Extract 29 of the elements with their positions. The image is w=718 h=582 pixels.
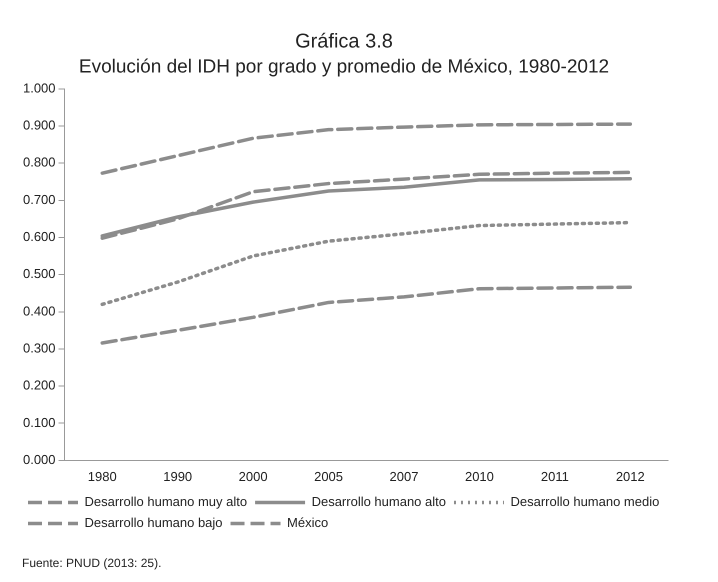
y-tick-label: 0.000 [22,452,56,467]
x-tick-label: 2007 [390,468,418,484]
y-tick-label: 0.200 [22,378,56,393]
y-tick-label: 0.800 [22,154,56,170]
y-tick-label: 0.100 [22,414,56,430]
y-tick-label: 0.700 [22,192,56,207]
chart-subtitle: Evolución del IDH por grado y promedio de México, 1980-2012 [78,56,610,78]
x-tick-label: 2005 [314,468,344,484]
line-series [100,122,632,175]
y-tick-label: 0.400 [22,303,56,318]
legend-label: Desarrollo humano muy alto [84,494,248,510]
legend-label: Desarrollo humano bajo [84,515,223,530]
y-tick-label: 1.000 [22,80,56,96]
y-tick-label: 0.500 [22,266,56,282]
x-tick-label: 1980 [88,468,117,484]
legend-label: México [287,515,328,530]
chart-title: Gráfica 3.8 [295,30,393,53]
y-tick-label: 0.900 [22,118,56,133]
legend-label: Desarrollo humano medio [510,494,660,510]
legend-label: Desarrollo humano alto [312,494,446,510]
x-tick-label: 2012 [616,468,645,484]
x-tick-label: 2000 [238,468,268,484]
line-series [100,285,632,345]
y-tick-label: 0.600 [22,229,56,244]
y-tick-label: 0.300 [22,340,56,356]
x-tick-label: 1990 [163,468,192,484]
x-tick-label: 2011 [540,468,569,484]
x-tick-label: 2010 [464,468,494,484]
source-note: Fuente: PNUD (2013: 25). [22,556,162,570]
